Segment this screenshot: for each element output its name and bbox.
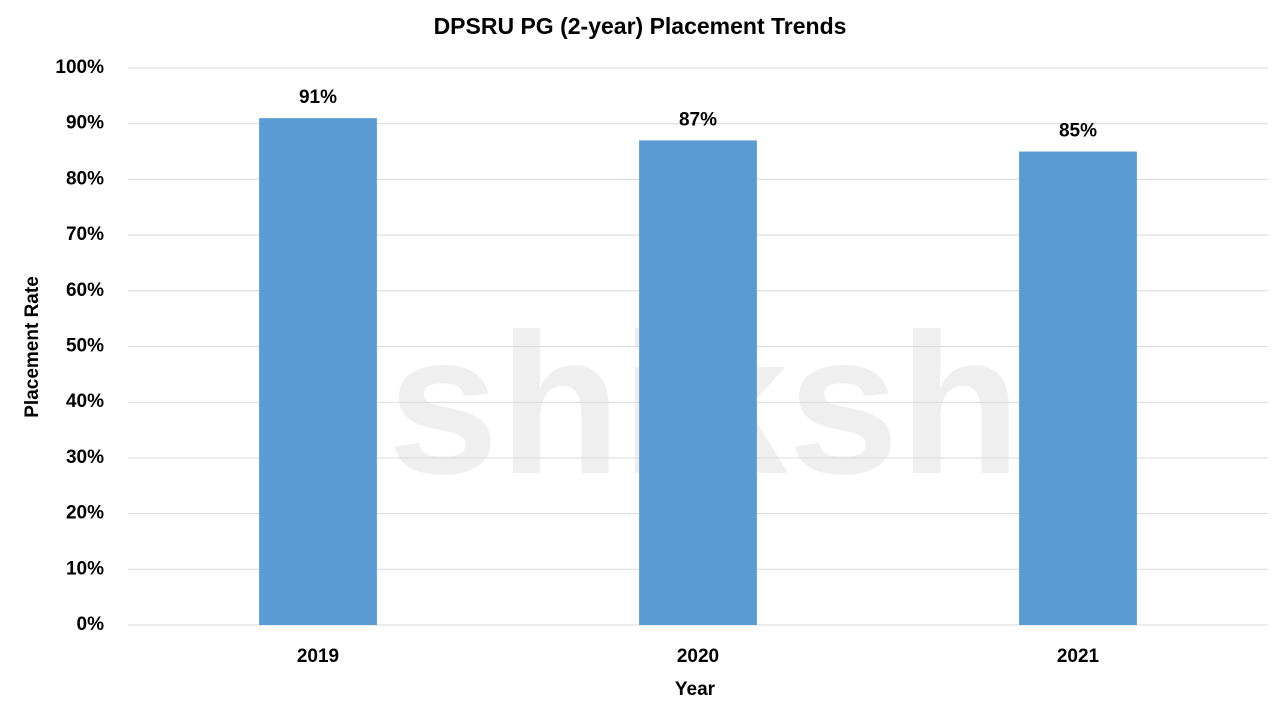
bar — [639, 140, 757, 625]
watermark: shiksha — [388, 293, 1135, 516]
y-tick-label: 10% — [66, 558, 104, 579]
y-tick-label: 60% — [66, 280, 104, 301]
y-tick-label: 70% — [66, 224, 104, 245]
data-label: 87% — [679, 109, 717, 130]
bar — [1019, 151, 1137, 626]
y-tick-label: 50% — [66, 336, 104, 357]
y-tick-label: 30% — [66, 447, 104, 468]
x-tick-label: 2021 — [1057, 646, 1100, 667]
y-tick-label: 0% — [77, 614, 105, 635]
y-tick-label: 20% — [66, 503, 104, 524]
y-axis-label: Placement Rate — [22, 276, 43, 418]
x-axis-label: Year — [675, 679, 716, 700]
y-tick-label: 100% — [55, 57, 104, 78]
y-tick-label: 80% — [66, 168, 104, 189]
chart-title: DPSRU PG (2-year) Placement Trends — [434, 13, 847, 39]
x-tick-label: 2019 — [297, 646, 339, 667]
data-label: 85% — [1059, 121, 1097, 142]
data-label: 91% — [299, 87, 337, 108]
bar — [259, 118, 377, 625]
y-tick-label: 90% — [66, 113, 104, 134]
x-tick-label: 2020 — [677, 646, 719, 667]
y-tick-label: 40% — [66, 391, 104, 412]
